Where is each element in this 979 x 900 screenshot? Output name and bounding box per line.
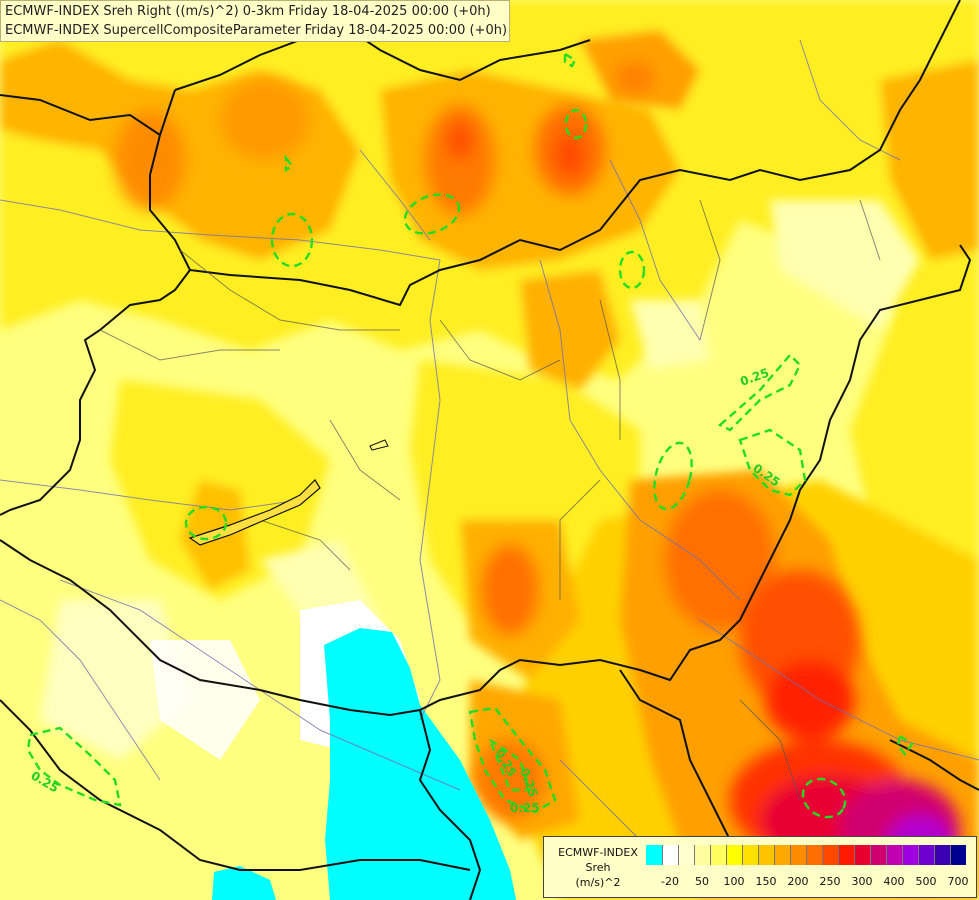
color-legend: ECMWF-INDEX Sreh (m/s)^2 -20 50 100 150 200 2… [543,836,977,898]
scp-contour [738,428,807,497]
legend-swatch [662,845,678,865]
small-lake [369,439,389,451]
legend-title-line: (m/s)^2 [575,876,621,889]
legend-swatch [726,845,742,865]
legend-tick-label: 250 [819,875,841,888]
legend-tick-label: 300 [851,875,873,888]
legend-swatch [902,845,918,865]
scp-contour [896,734,914,756]
legend-swatch [854,845,870,865]
scp-contour [284,154,294,173]
legend-swatch [806,845,822,865]
cyan-area-main [324,628,516,900]
legend-swatch [694,845,710,865]
scp-contour [270,212,314,268]
legend-title-line: ECMWF-INDEX [558,846,638,859]
scp-contours [26,51,914,819]
legend-swatch [950,845,966,865]
legend-tick-label: 150 [755,875,777,888]
cyan-area-small [212,866,276,900]
scp-contour [487,736,532,792]
legend-swatch [790,845,806,865]
scp-contour [801,777,847,819]
legend-ticks: -20 50 100 150 200 250 300 400 500 700 [646,875,972,891]
legend-swatch [742,845,758,865]
legend-tick-label: 200 [787,875,809,888]
legend-color-scale [646,845,966,865]
legend-title-line: Sreh [585,861,611,874]
map-title-box: ECMWF-INDEX Sreh Right ((m/s)^2) 0-3km F… [0,0,510,42]
legend-tick-label: 700 [947,875,969,888]
legend-swatch [774,845,790,865]
legend-swatch [870,845,886,865]
lake-balaton [188,479,321,546]
contour-label: 0.25 [510,801,540,815]
legend-swatch [710,845,726,865]
legend-title: ECMWF-INDEX Sreh (m/s)^2 [550,845,646,890]
legend-swatch [934,845,950,865]
scp-contour [468,706,557,814]
legend-swatch [822,845,838,865]
legend-tick-label: 400 [883,875,905,888]
map-title-sreh: ECMWF-INDEX Sreh Right ((m/s)^2) 0-3km F… [5,4,491,19]
scp-contour [618,250,646,290]
legend-tick-label: 100 [723,875,745,888]
scp-contour [717,353,802,432]
legend-tick-label: -20 [661,875,679,888]
legend-swatch [678,845,694,865]
map-title-scp: ECMWF-INDEX SupercellCompositeParameter … [5,23,508,38]
region-borders [99,199,881,801]
sreh-field-high [115,62,960,885]
white-area-west [150,640,260,760]
scp-contour [564,108,588,140]
legend-swatch [886,845,902,865]
legend-tick-label: 50 [695,875,709,888]
scp-contour [563,51,577,68]
legend-swatch [838,845,854,865]
scp-contour [184,505,228,541]
scp-contour [653,441,693,511]
legend-swatch [758,845,774,865]
legend-tick-label: 500 [915,875,937,888]
scp-contour [403,193,461,235]
scp-contour [26,726,122,807]
legend-swatch [646,845,662,865]
legend-swatch [918,845,934,865]
